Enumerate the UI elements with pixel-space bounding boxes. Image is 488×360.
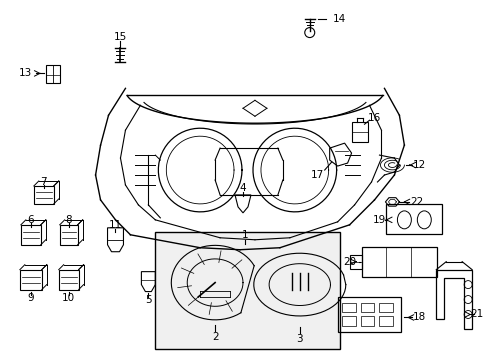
Text: 4: 4 xyxy=(239,183,246,193)
Bar xyxy=(341,316,355,327)
Text: 2: 2 xyxy=(211,332,218,342)
Text: 15: 15 xyxy=(114,32,127,41)
Text: 3: 3 xyxy=(296,334,303,345)
Bar xyxy=(349,255,361,269)
Text: 1: 1 xyxy=(241,230,248,240)
Text: 14: 14 xyxy=(332,14,346,24)
Bar xyxy=(360,302,374,312)
Text: 13: 13 xyxy=(19,68,32,78)
Bar xyxy=(379,316,393,327)
Bar xyxy=(337,297,401,332)
Text: 10: 10 xyxy=(62,293,75,302)
Text: 9: 9 xyxy=(27,293,34,302)
Text: 12: 12 xyxy=(412,160,425,170)
Bar xyxy=(46,66,60,84)
Text: 16: 16 xyxy=(367,113,380,123)
Bar xyxy=(60,225,78,245)
Bar xyxy=(361,247,436,276)
Bar xyxy=(386,204,441,234)
Text: 5: 5 xyxy=(145,294,151,305)
Bar xyxy=(20,270,41,289)
Text: 6: 6 xyxy=(27,215,34,225)
Text: 7: 7 xyxy=(41,177,47,187)
Bar xyxy=(360,316,374,327)
Text: 19: 19 xyxy=(372,215,386,225)
Bar xyxy=(34,186,54,204)
Bar xyxy=(155,232,339,349)
Bar xyxy=(21,225,41,245)
Text: 17: 17 xyxy=(310,170,324,180)
Bar xyxy=(379,302,393,312)
Bar xyxy=(59,270,79,289)
Text: 11: 11 xyxy=(109,220,122,230)
Text: 22: 22 xyxy=(410,197,423,207)
Text: 21: 21 xyxy=(469,310,483,319)
Text: 20: 20 xyxy=(342,257,355,267)
Text: 18: 18 xyxy=(412,312,425,323)
Bar xyxy=(341,302,355,312)
Bar xyxy=(351,122,367,142)
Text: 8: 8 xyxy=(65,215,72,225)
